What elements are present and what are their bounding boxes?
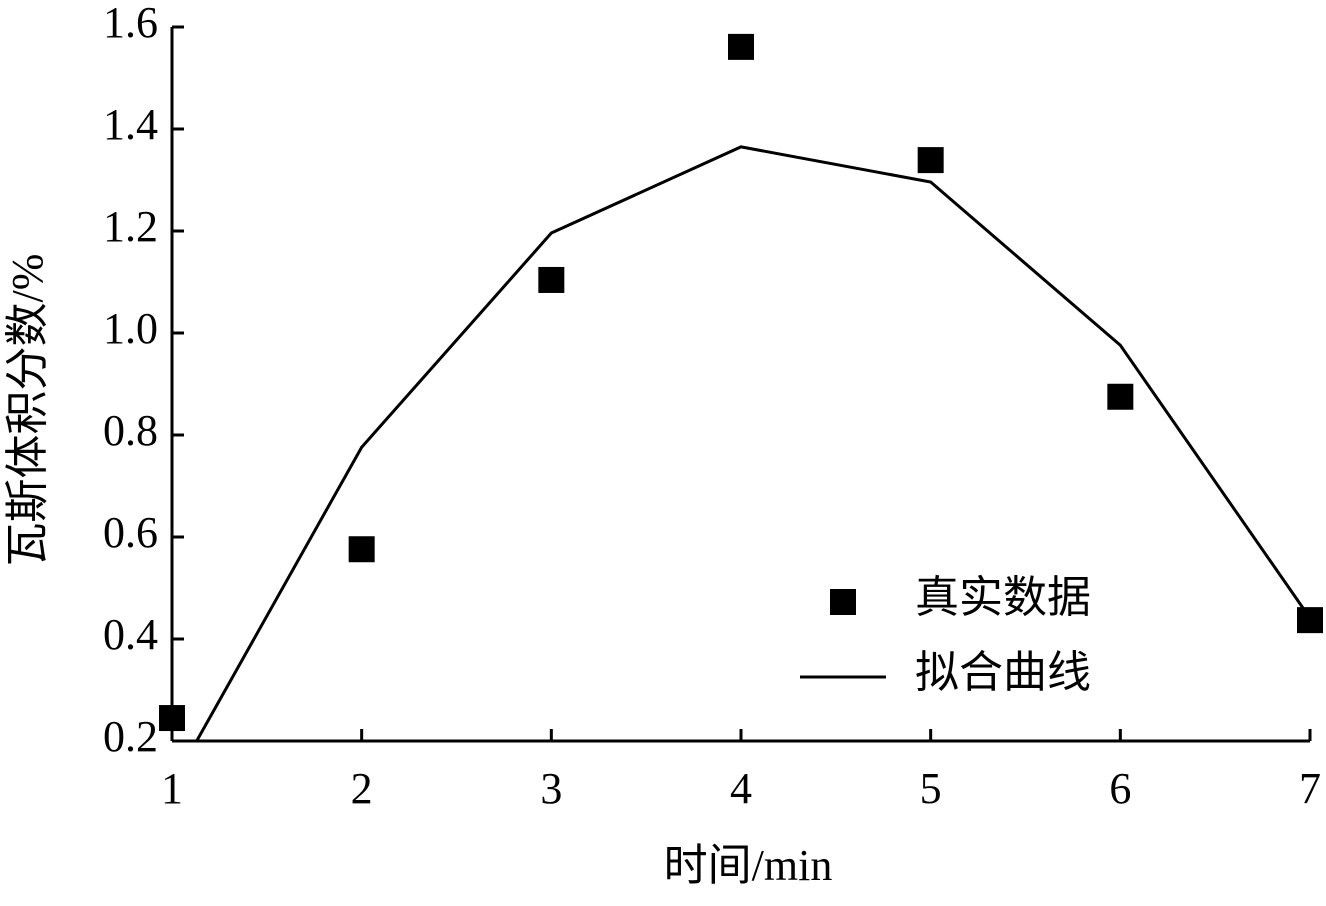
x-tick-label: 6: [1109, 764, 1131, 813]
x-tick-label: 5: [920, 764, 942, 813]
data-point: [159, 705, 185, 732]
data-point: [1297, 607, 1323, 634]
x-tick-label: 4: [730, 764, 752, 813]
data-point: [348, 536, 375, 563]
y-tick-label: 1.6: [103, 0, 158, 47]
data-point: [538, 266, 565, 293]
data-point: [917, 147, 944, 174]
x-tick-label: 2: [351, 764, 373, 813]
x-tick-label: 7: [1299, 764, 1321, 813]
y-tick-label: 0.8: [103, 406, 158, 455]
y-tick-label: 1.0: [103, 304, 158, 353]
y-tick-label: 0.6: [103, 508, 158, 557]
y-tick-label: 0.4: [103, 610, 158, 659]
y-tick-label: 1.2: [103, 202, 158, 251]
legend-label: 真实数据: [915, 573, 1091, 622]
x-axis-label: 时间/min: [664, 841, 833, 890]
data-point: [1107, 383, 1134, 410]
x-tick-label: 3: [540, 764, 562, 813]
y-axis-label: 瓦斯体积分数/%: [3, 254, 52, 567]
legend-label: 拟合曲线: [915, 648, 1091, 697]
y-tick-label: 1.4: [103, 100, 158, 149]
legend-marker: [830, 589, 856, 615]
y-tick-label: 0.2: [103, 712, 158, 761]
data-point: [728, 33, 754, 60]
x-tick-label: 1: [161, 764, 183, 813]
fit-line: [195, 145, 1312, 742]
